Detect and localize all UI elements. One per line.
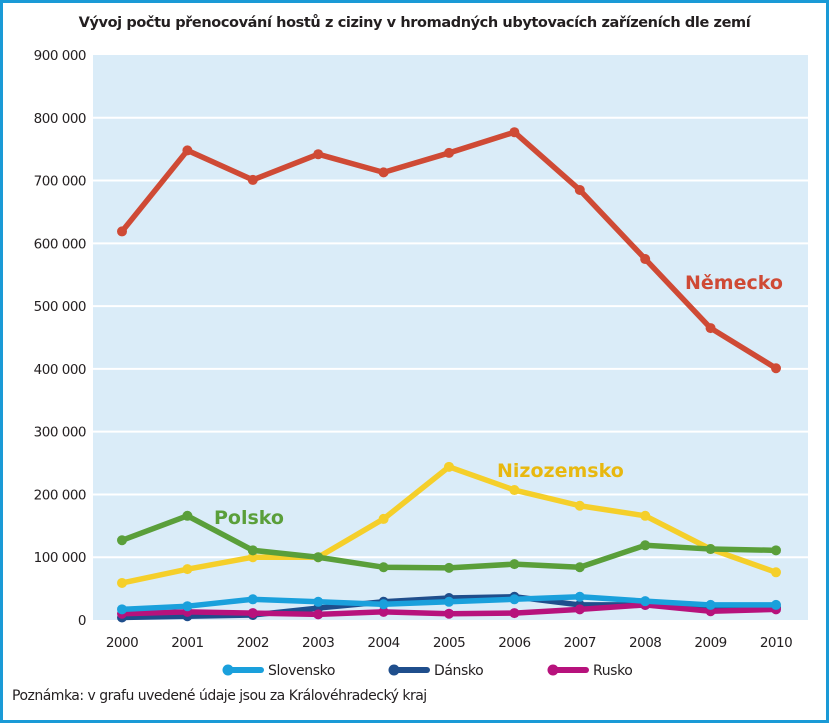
x-tick-label: 2002 — [237, 635, 269, 651]
series-label: Nizozemsko — [497, 460, 624, 482]
data-point-nizozemsko — [247, 552, 258, 563]
data-point-polsko — [444, 562, 454, 573]
y-tick-label: 300 000 — [34, 425, 86, 441]
legend-swatch-marker — [388, 664, 400, 676]
data-point-nizozemsko — [444, 461, 454, 472]
data-point-nemecko — [705, 323, 716, 334]
data-point-polsko — [705, 544, 716, 555]
gridlines — [93, 116, 808, 559]
legend-swatch-marker — [547, 664, 559, 676]
y-tick-label: 800 000 — [34, 111, 86, 127]
data-point-polsko — [771, 545, 781, 556]
series-labels: Německo Nizozemsko Polsko — [214, 272, 783, 529]
series-label: Německo — [685, 272, 783, 294]
data-point-slovensko — [509, 594, 520, 605]
data-point-polsko — [247, 545, 258, 556]
x-tick-label: 2005 — [433, 635, 465, 651]
data-point-slovensko — [117, 604, 127, 615]
y-tick-label: 400 000 — [34, 362, 86, 378]
data-point-nizozemsko — [509, 485, 520, 496]
data-point-nemecko — [771, 363, 781, 374]
footnote: Poznámka: v grafu uvedené údaje jsou za … — [12, 688, 427, 704]
series-slovensko — [117, 591, 781, 615]
legend-label: Slovensko — [268, 663, 335, 679]
data-point-nemecko — [378, 167, 389, 178]
legend-item: Dánsko — [388, 663, 484, 679]
data-point-slovensko — [378, 599, 389, 610]
x-tick-label: 2001 — [171, 635, 203, 651]
data-point-nizozemsko — [182, 564, 193, 575]
x-tick-label: 2006 — [498, 635, 530, 651]
legend-item: Slovensko — [222, 663, 335, 679]
data-point-rusko — [313, 609, 324, 620]
y-tick-label: 0 — [78, 613, 86, 629]
y-axis-ticks: 0 100 000 200 000 300 000 400 000 500 000 600 … — [34, 48, 87, 629]
data-point-nemecko — [509, 127, 520, 138]
data-point-slovensko — [574, 591, 585, 602]
chart-title: Vývoj počtu přenocování hostů z ciziny v… — [78, 15, 751, 31]
x-tick-label: 2003 — [302, 635, 334, 651]
data-point-nemecko — [574, 184, 585, 195]
data-point-slovensko — [247, 594, 258, 605]
data-point-polsko — [574, 562, 585, 573]
data-point-nemecko — [182, 145, 193, 156]
legend-label: Rusko — [593, 663, 632, 679]
data-point-polsko — [313, 552, 324, 563]
y-tick-label: 600 000 — [34, 236, 86, 252]
series-label: Polsko — [214, 507, 284, 529]
data-point-nizozemsko — [574, 500, 585, 511]
x-tick-label: 2000 — [106, 635, 138, 651]
x-tick-label: 2009 — [694, 635, 726, 651]
legend-label: Dánsko — [434, 663, 483, 679]
data-point-nizozemsko — [117, 577, 127, 588]
data-point-polsko — [378, 562, 389, 573]
y-tick-label: 700 000 — [34, 174, 86, 190]
data-point-polsko — [640, 540, 651, 551]
x-tick-label: 2008 — [629, 635, 661, 651]
y-tick-label: 200 000 — [34, 487, 86, 503]
x-tick-label: 2004 — [367, 635, 399, 651]
data-point-slovensko — [444, 596, 454, 607]
data-point-nizozemsko — [640, 510, 651, 521]
data-point-polsko — [117, 535, 127, 546]
y-tick-label: 500 000 — [34, 299, 86, 315]
data-point-nemecko — [313, 149, 324, 160]
data-point-slovensko — [705, 599, 716, 610]
legend-item: Rusko — [547, 663, 633, 679]
series-group — [117, 127, 781, 623]
data-point-slovensko — [313, 596, 324, 607]
data-point-rusko — [509, 608, 520, 619]
x-axis-ticks: 2000 2001 2002 2003 2004 2005 2006 2007 2008 2009… — [106, 635, 793, 651]
legend: Slovensko Dánsko Rusko — [222, 663, 633, 679]
data-point-rusko — [574, 604, 585, 615]
data-point-slovensko — [771, 599, 781, 610]
series-nemecko — [117, 127, 781, 374]
data-point-nemecko — [640, 254, 651, 265]
data-point-nemecko — [117, 226, 127, 237]
x-tick-label: 2007 — [564, 635, 596, 651]
data-point-nemecko — [444, 147, 454, 158]
y-tick-label: 100 000 — [34, 550, 86, 566]
data-point-nizozemsko — [771, 567, 781, 578]
data-point-slovensko — [182, 601, 193, 612]
legend-swatch-marker — [222, 664, 234, 676]
data-point-polsko — [182, 510, 193, 521]
data-point-rusko — [378, 606, 389, 617]
y-tick-label: 900 000 — [34, 48, 86, 64]
series-polsko — [117, 510, 781, 573]
data-point-polsko — [509, 559, 520, 570]
data-point-slovensko — [640, 596, 651, 607]
data-point-nemecko — [247, 174, 258, 185]
x-tick-label: 2010 — [760, 635, 792, 651]
data-point-nizozemsko — [378, 513, 389, 524]
plot-background — [93, 55, 808, 620]
data-point-rusko — [444, 608, 454, 619]
data-point-rusko — [247, 608, 258, 619]
